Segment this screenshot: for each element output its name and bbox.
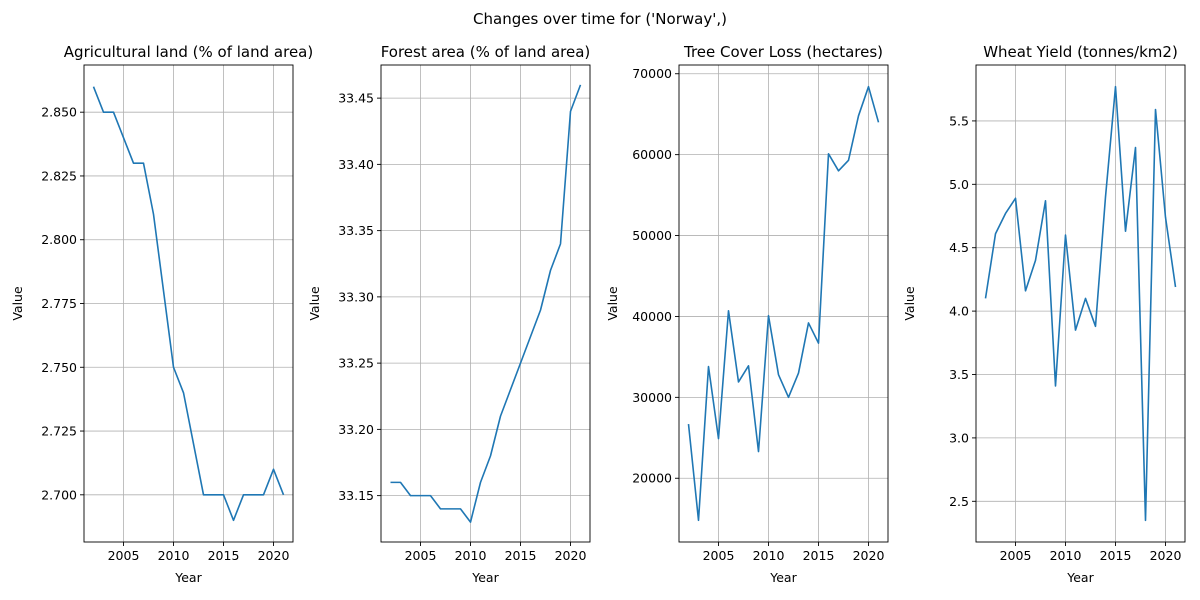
series-line [92,86,285,522]
y-tick-label: 3.0 [949,430,969,445]
y-tick-label: 33.35 [338,223,374,238]
y-axis-label: Value [10,286,25,321]
x-tick-label: 2015 [505,548,537,563]
y-tick-label: 2.700 [41,487,77,502]
y-tick-label: 33.45 [338,91,374,106]
y-axis-label: Value [307,286,322,321]
plot-frame [975,64,1186,543]
subplot-2: 2005 2010 2015 2020 33.15 33.20 33.25 33.30 33.3… [307,43,591,585]
y-tick-label: 3.5 [949,367,969,382]
y-axis-label: Value [605,286,620,321]
y-tick-label: 30000 [632,390,672,405]
y-tick-label: 40000 [632,309,672,324]
y-tick-label: 33.20 [338,422,374,437]
y-tick-label: 4.0 [949,304,969,319]
x-tick-label: 2020 [853,548,885,563]
x-tick-label: 2015 [1100,548,1132,563]
y-tick-label: 2.825 [41,168,77,183]
y-tick-label: 70000 [632,66,672,81]
x-tick-label: 2020 [258,548,290,563]
series-line [687,85,880,522]
figure-suptitle: Changes over time for ('Norway',) [473,10,727,28]
y-axis-label: Value [902,286,917,321]
series-line [390,84,582,523]
y-tick-label: 5.5 [949,113,969,128]
x-tick-label: 2010 [158,548,190,563]
subplot-3: 2005 2010 2015 2020 20000 30000 40000 50000 6000… [605,43,889,585]
x-tick-label: 2005 [703,548,735,563]
y-tick-label: 2.775 [41,296,77,311]
y-tick-label: 2.850 [41,105,77,120]
plot-frame [380,64,591,543]
subplot-title: Tree Cover Loss (hectares) [683,43,883,61]
x-axis-label: Year [1066,570,1094,585]
x-axis-label: Year [174,570,202,585]
x-tick-label: 2010 [455,548,487,563]
subplot-grid: 2005 2010 2015 2020 2.700 2.725 2.750 2.775 2.80… [10,43,1186,585]
y-tick-label: 33.40 [338,157,374,172]
subplot-title: Wheat Yield (tonnes/km2) [983,43,1178,61]
subplot-title: Forest area (% of land area) [381,43,591,61]
y-tick-label: 2.750 [41,360,77,375]
x-tick-label: 2010 [753,548,785,563]
x-axis-label: Year [471,570,499,585]
x-axis-label: Year [769,570,797,585]
y-tick-label: 33.30 [338,289,374,304]
subplot-4: 2005 2010 2015 2020 2.5 3.0 3.5 4.0 4.5 5.0 5.5 Whe… [902,43,1186,585]
x-tick-label: 2015 [803,548,835,563]
x-tick-label: 2005 [405,548,437,563]
x-tick-label: 2015 [208,548,240,563]
y-tick-label: 33.25 [338,356,374,371]
plot-frame [678,64,889,543]
y-tick-label: 60000 [632,147,672,162]
x-tick-label: 2005 [1000,548,1032,563]
y-tick-label: 33.15 [338,488,374,503]
x-tick-label: 2020 [1150,548,1182,563]
y-tick-label: 20000 [632,471,672,486]
x-tick-label: 2010 [1050,548,1082,563]
x-tick-label: 2020 [555,548,587,563]
subplot-title: Agricultural land (% of land area) [64,43,313,61]
subplot-1: 2005 2010 2015 2020 2.700 2.725 2.750 2.775 2.80… [10,43,313,585]
y-tick-label: 2.800 [41,232,77,247]
y-tick-label: 50000 [632,228,672,243]
x-tick-label: 2005 [108,548,140,563]
y-tick-label: 2.5 [949,494,969,509]
series-line [984,85,1177,522]
y-tick-label: 2.725 [41,424,77,439]
y-tick-label: 5.0 [949,177,969,192]
y-tick-label: 4.5 [949,240,969,255]
